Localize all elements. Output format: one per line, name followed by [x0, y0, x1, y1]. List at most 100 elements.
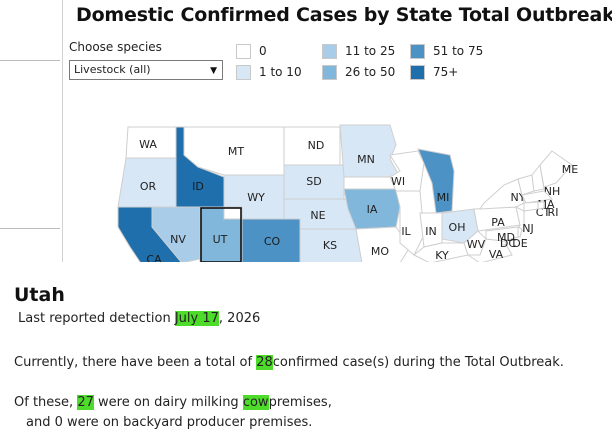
state-label: SD — [306, 175, 321, 188]
state-wa[interactable]: WA — [125, 126, 177, 159]
state-label: IN — [425, 225, 436, 238]
state-label: WI — [391, 175, 405, 188]
legend-label: 51 to 75 — [433, 44, 484, 58]
legend-item-0: 0 — [236, 43, 267, 59]
legend-item-4: 51 to 75 — [410, 43, 483, 59]
species-dropdown[interactable]: Livestock (all) ▼ — [69, 60, 223, 80]
legend-swatch — [410, 64, 425, 80]
state-label: WA — [139, 138, 157, 151]
total-cases-line: Currently, there have been a total of 28… — [14, 355, 564, 370]
state-ma[interactable]: MA — [521, 190, 555, 211]
chevron-down-icon: ▼ — [210, 66, 217, 76]
dairy-species: cow — [242, 395, 269, 410]
legend-swatch — [410, 43, 425, 59]
legend-item-1: 1 to 10 — [236, 64, 302, 80]
legend-swatch — [236, 64, 251, 80]
state-wi[interactable]: WI — [389, 150, 425, 192]
dairy-cases-line: Of these, 27 were on dairy milking cowpr… — [14, 395, 332, 410]
total-case-count: 28 — [256, 355, 273, 370]
state-ky[interactable]: KY — [413, 242, 469, 264]
state-label: MN — [357, 153, 375, 166]
state-ut[interactable]: UT — [199, 206, 243, 264]
dairy-suffix: premises, — [268, 395, 332, 410]
state-or[interactable]: OR — [117, 157, 177, 208]
state-mo[interactable]: MO — [355, 226, 411, 264]
state-label: RI — [548, 206, 559, 219]
legend-item-2: 11 to 25 — [322, 43, 395, 59]
state-label: IL — [401, 225, 411, 238]
state-nv[interactable]: NV — [151, 206, 201, 264]
species-selected-value: Livestock (all) — [74, 63, 151, 76]
state-nd[interactable]: ND — [283, 126, 341, 166]
legend-label: 26 to 50 — [345, 65, 396, 79]
state-sd[interactable]: SD — [283, 164, 345, 200]
state-label: DE — [512, 237, 527, 250]
state-label: VA — [489, 248, 504, 261]
state-label: MO — [371, 245, 389, 258]
state-mt[interactable]: MT — [183, 126, 285, 176]
page-title: Domestic Confirmed Cases by State Total … — [76, 4, 612, 26]
state-label: NV — [170, 233, 186, 246]
state-mi[interactable]: MI — [417, 148, 455, 214]
legend-swatch — [322, 43, 337, 59]
legend-label: 1 to 10 — [259, 65, 302, 79]
state-label: DC — [500, 237, 516, 250]
state-dc[interactable]: DC — [500, 237, 516, 250]
legend-label: 0 — [259, 44, 267, 58]
legend-item-5: 75+ — [410, 64, 458, 80]
legend-label: 11 to 25 — [345, 44, 396, 58]
state-label: OR — [140, 180, 157, 193]
left-panel-border — [62, 0, 63, 262]
state-in[interactable]: IN — [419, 212, 443, 248]
state-label: UT — [213, 233, 228, 246]
state-pa[interactable]: PA — [473, 206, 521, 232]
state-label: MI — [437, 191, 450, 204]
left-panel-divider-bottom — [0, 228, 60, 229]
state-ne[interactable]: NE — [283, 198, 357, 230]
state-label: NE — [310, 209, 325, 222]
state-label: ND — [308, 139, 325, 152]
state-label: WV — [467, 238, 486, 251]
state-label: KS — [323, 239, 337, 252]
state-label: ID — [192, 180, 204, 193]
last-detection-prefix: Last reported detection — [18, 311, 171, 326]
state-ri[interactable]: RI — [537, 201, 559, 219]
dairy-case-count: 27 — [77, 395, 94, 410]
state-wy[interactable]: WY — [223, 174, 285, 220]
state-md[interactable]: MD — [485, 226, 519, 244]
state-de[interactable]: DE — [512, 226, 528, 250]
legend-swatch — [322, 64, 337, 80]
legend-item-3: 26 to 50 — [322, 64, 395, 80]
dairy-mid: were on dairy milking — [98, 395, 239, 410]
state-label: ME — [562, 163, 578, 176]
state-label: CO — [264, 235, 281, 248]
state-label: NJ — [522, 222, 533, 235]
last-detection-year: , 2026 — [218, 311, 261, 326]
state-mn[interactable]: MN — [339, 124, 401, 178]
left-panel-divider-top — [0, 60, 60, 61]
state-label: MT — [228, 145, 244, 158]
state-co[interactable]: CO — [241, 218, 301, 264]
dairy-prefix: Of these, — [14, 395, 74, 410]
state-label: PA — [491, 216, 505, 229]
last-detection-date: July 17 — [174, 311, 219, 326]
total-prefix: Currently, there have been a total of — [14, 355, 253, 370]
state-label: KY — [435, 249, 449, 262]
legend-label: 75+ — [433, 65, 459, 79]
state-ks[interactable]: KS — [299, 228, 363, 264]
backyard-line: and 0 were on backyard producer premises… — [26, 415, 313, 430]
state-label: WY — [247, 191, 265, 204]
state-label: MD — [497, 231, 515, 244]
selected-state-name: Utah — [14, 284, 65, 306]
state-label: IA — [367, 203, 378, 216]
state-label: OH — [449, 221, 466, 234]
state-me[interactable]: ME — [539, 150, 578, 188]
species-label: Choose species — [69, 40, 162, 54]
state-wv[interactable]: WV — [463, 230, 487, 256]
legend-swatch — [236, 43, 251, 59]
us-choropleth-map: WA OR CA ID NV MT WY CO — [117, 124, 578, 265]
state-oh[interactable]: OH — [441, 208, 479, 244]
total-suffix: confirmed case(s) during the Total Outbr… — [272, 355, 564, 370]
last-detection-line: Last reported detection July 17, 2026 — [18, 311, 260, 326]
state-detail-panel: Utah Last reported detection July 17, 20… — [0, 262, 612, 443]
